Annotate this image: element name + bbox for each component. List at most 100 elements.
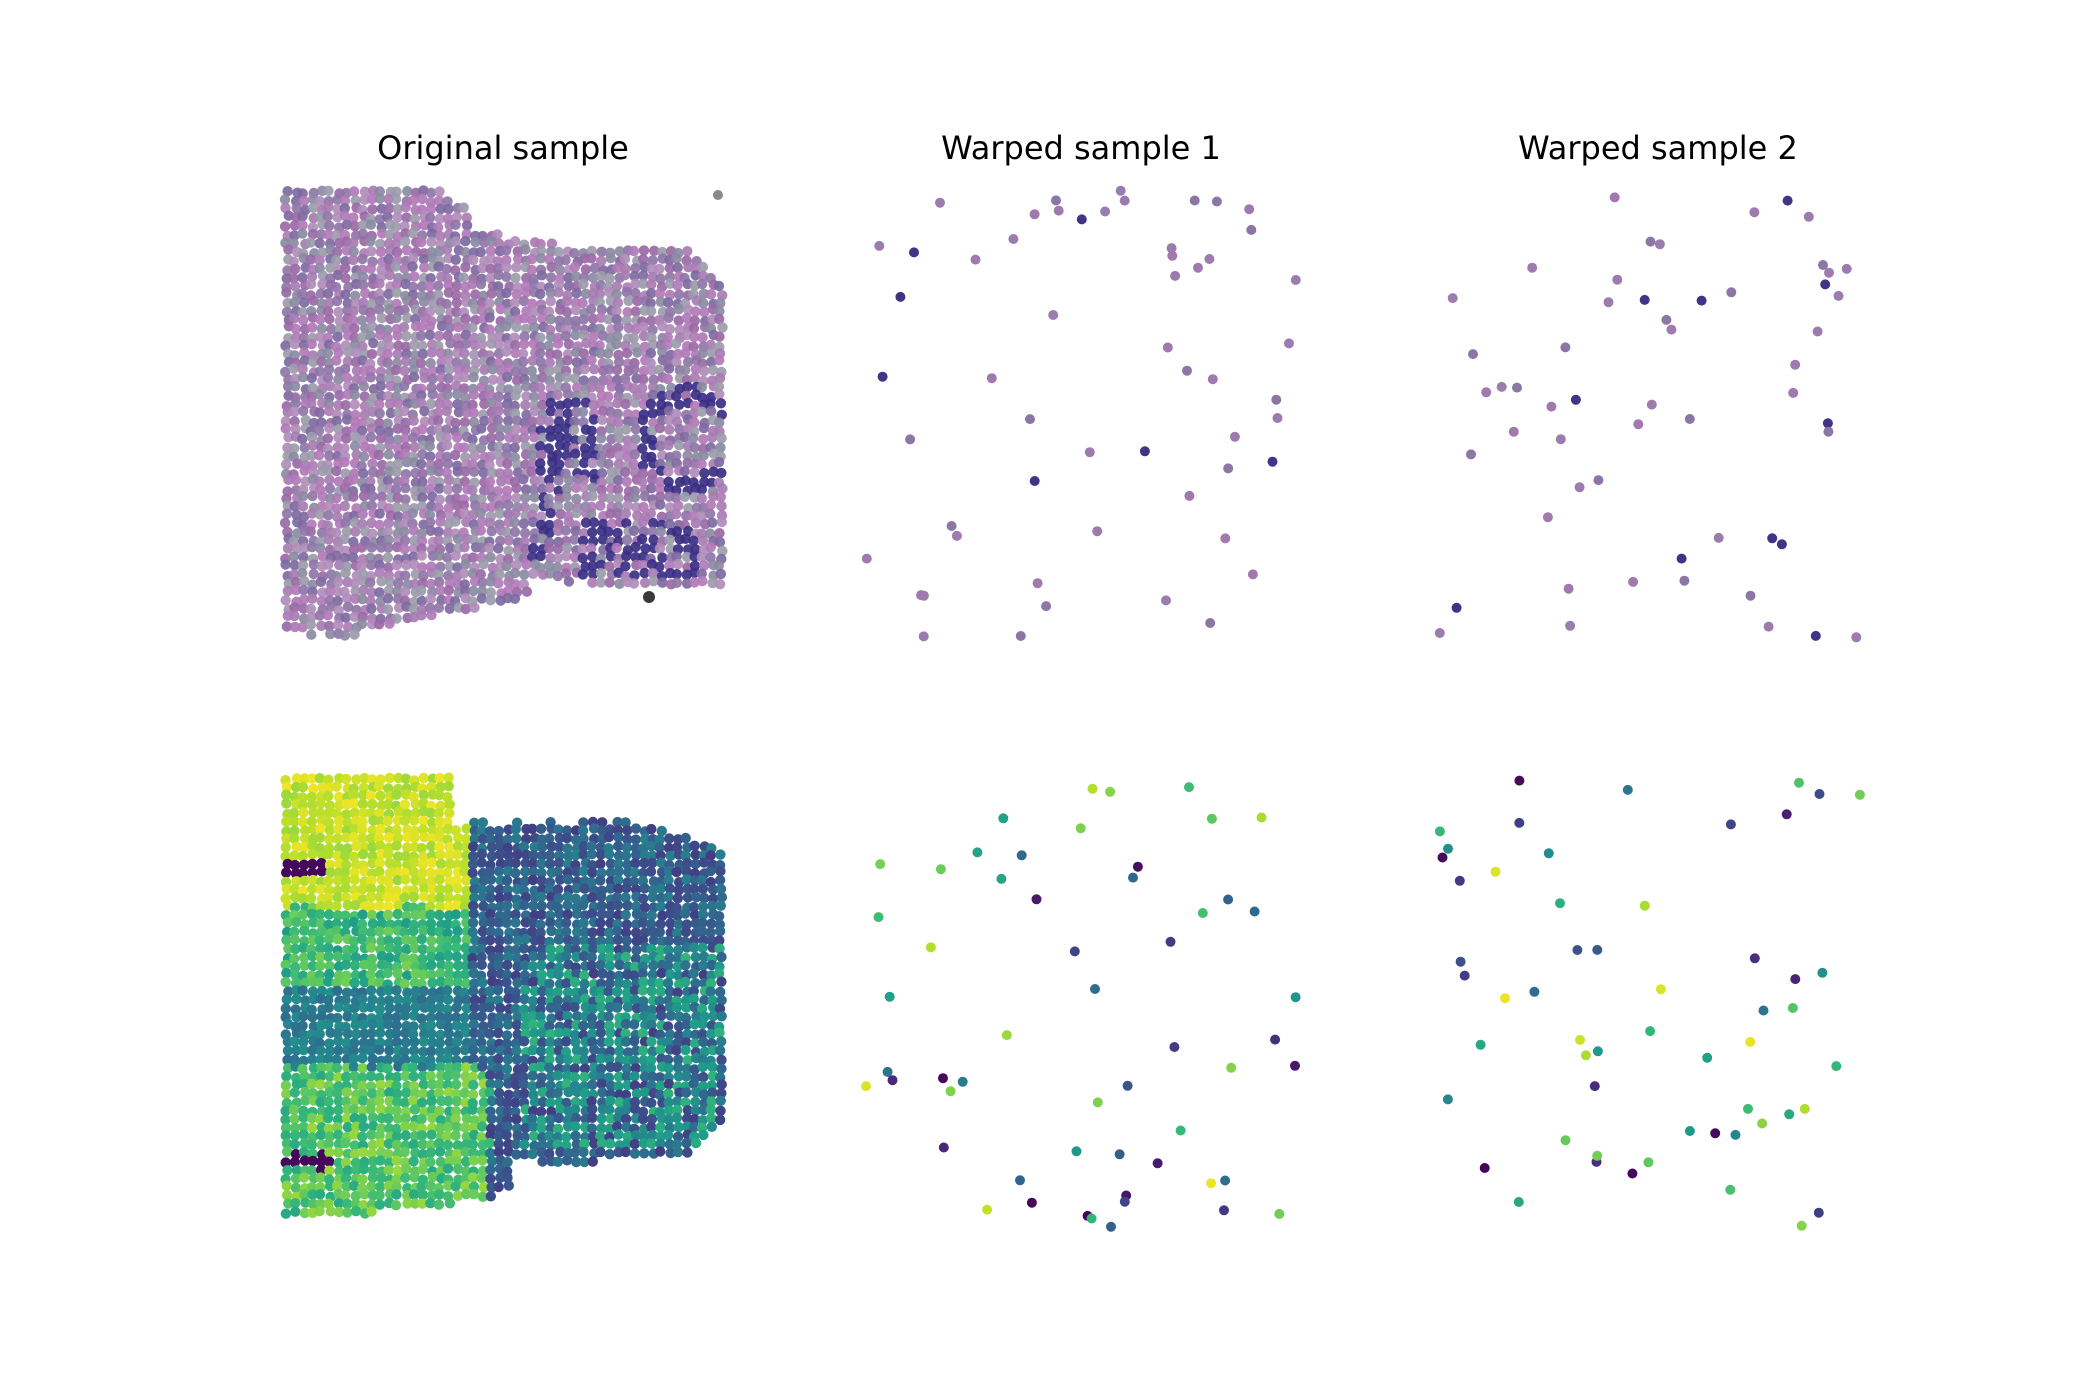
expression-spot bbox=[374, 1190, 385, 1201]
histology-spot bbox=[382, 357, 393, 368]
expression-spot bbox=[689, 1038, 701, 1049]
histology-spot bbox=[307, 440, 319, 451]
histology-spot bbox=[637, 278, 649, 289]
histology-spot bbox=[552, 562, 563, 573]
histology-spot bbox=[443, 203, 454, 215]
expression-spot bbox=[400, 1172, 411, 1184]
histology-spot bbox=[580, 264, 592, 275]
histology-spot bbox=[408, 371, 420, 383]
histology-spot bbox=[697, 575, 708, 587]
expression-spot bbox=[501, 1097, 513, 1109]
histology-spot bbox=[433, 458, 444, 470]
histology-spot bbox=[434, 483, 445, 494]
histology-spot bbox=[290, 263, 301, 275]
expression-spot bbox=[324, 1165, 335, 1176]
expression-spot bbox=[307, 1189, 318, 1200]
histology-spot bbox=[299, 347, 310, 358]
expression-spot bbox=[324, 1147, 335, 1158]
histology-spot bbox=[297, 491, 309, 502]
histology-spot bbox=[519, 569, 530, 580]
histology-spot bbox=[570, 482, 582, 493]
histology-spot bbox=[682, 450, 693, 461]
expression-spot bbox=[478, 1182, 490, 1193]
histology-spot bbox=[671, 391, 682, 402]
scatter-point bbox=[1114, 1149, 1125, 1160]
histology-spot bbox=[623, 295, 634, 306]
expression-spot bbox=[579, 926, 591, 938]
expression-spot bbox=[512, 849, 523, 860]
histology-spot bbox=[339, 456, 350, 468]
expression-spot bbox=[595, 959, 606, 971]
expression-spot bbox=[418, 925, 429, 936]
expression-spot bbox=[620, 1146, 631, 1158]
histology-spot bbox=[400, 424, 411, 436]
expression-spot bbox=[417, 1139, 428, 1150]
histology-spot bbox=[682, 246, 693, 257]
histology-spot bbox=[467, 399, 478, 411]
histology-spot bbox=[510, 340, 521, 351]
expression-spot bbox=[613, 832, 624, 843]
expression-spot bbox=[698, 1104, 709, 1116]
expression-spot bbox=[307, 950, 318, 962]
scatter-point bbox=[1272, 413, 1283, 423]
expression-spot bbox=[426, 833, 438, 844]
expression-spot bbox=[425, 1012, 437, 1023]
histology-spot bbox=[357, 271, 369, 283]
histology-spot bbox=[382, 604, 394, 615]
expression-spot bbox=[434, 789, 445, 801]
expression-spot bbox=[400, 773, 412, 784]
expression-spot bbox=[681, 1019, 693, 1030]
histology-spot bbox=[290, 373, 301, 384]
histology-spot bbox=[392, 511, 404, 522]
histology-spot bbox=[612, 297, 624, 308]
histology-spot bbox=[468, 466, 480, 477]
histology-spot bbox=[416, 397, 427, 409]
histology-spot bbox=[494, 569, 505, 580]
expression-spot bbox=[289, 926, 300, 938]
expression-spot bbox=[638, 976, 649, 988]
histology-spot bbox=[613, 458, 625, 470]
scatter-point bbox=[1512, 382, 1522, 393]
histology-spot bbox=[375, 433, 387, 444]
expression-spot bbox=[298, 1011, 309, 1022]
expression-spot bbox=[443, 960, 454, 972]
histology-spot bbox=[391, 502, 402, 513]
histology-spot bbox=[390, 193, 402, 205]
expression-spot bbox=[614, 1097, 625, 1108]
expression-spot bbox=[537, 850, 548, 861]
histology-spot bbox=[614, 450, 625, 461]
expression-spot bbox=[646, 943, 657, 955]
histology-spot bbox=[324, 450, 335, 462]
histology-spot bbox=[714, 355, 725, 366]
histology-spot bbox=[671, 577, 683, 588]
histology-spot bbox=[467, 434, 478, 445]
expression-spot bbox=[561, 951, 572, 962]
expression-spot bbox=[316, 1156, 327, 1167]
expression-spot bbox=[690, 1105, 701, 1116]
histology-spot bbox=[392, 330, 403, 341]
histology-spot bbox=[348, 254, 359, 266]
histology-spot bbox=[280, 559, 291, 570]
scatter-point bbox=[1702, 1052, 1713, 1063]
histology-spot bbox=[697, 347, 709, 359]
expression-spot bbox=[297, 985, 308, 996]
expression-spot bbox=[289, 1087, 300, 1098]
histology-spot bbox=[348, 246, 359, 257]
histology-spot bbox=[307, 490, 318, 502]
expression-spot bbox=[579, 1063, 591, 1074]
expression-spot bbox=[418, 1046, 429, 1058]
histology-spot bbox=[450, 516, 461, 527]
expression-spot bbox=[620, 1018, 632, 1030]
expression-spot bbox=[476, 857, 487, 868]
expression-spot bbox=[595, 936, 607, 947]
histology-spot bbox=[331, 230, 342, 241]
histology-spot bbox=[317, 551, 328, 562]
expression-spot bbox=[342, 1011, 353, 1022]
scatter-point bbox=[935, 197, 945, 208]
expression-spot bbox=[315, 901, 327, 912]
expression-spot bbox=[392, 944, 404, 956]
histology-spot bbox=[509, 517, 520, 528]
expression-spot bbox=[502, 1121, 513, 1132]
expression-spot bbox=[596, 900, 607, 912]
scatter-point bbox=[1207, 374, 1218, 385]
